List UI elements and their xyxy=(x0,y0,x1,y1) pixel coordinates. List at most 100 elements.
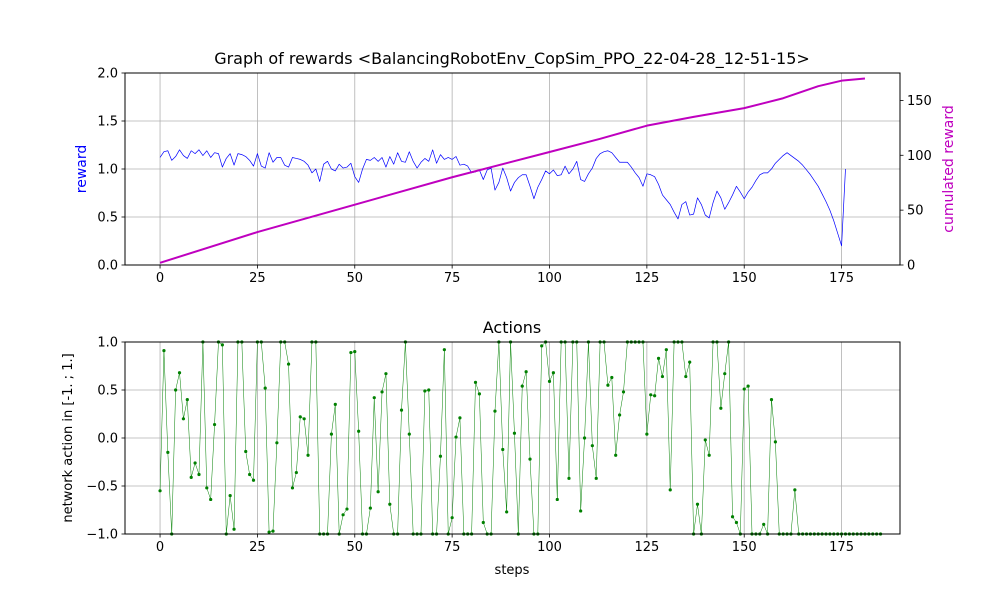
action-point xyxy=(688,360,692,364)
action-point xyxy=(384,372,388,376)
action-point xyxy=(267,530,271,534)
action-point xyxy=(579,509,583,513)
actions-ticks: 0 25 50 75 100 125 150 175 −1.0 −0.5 0.0 0.5 1.0 xyxy=(86,336,854,556)
action-point xyxy=(742,387,746,391)
action-point xyxy=(353,350,357,354)
action-point xyxy=(380,390,384,394)
action-point xyxy=(555,497,559,502)
x-tick-label: 125 xyxy=(634,271,659,286)
action-point xyxy=(251,478,256,482)
actions-panel: Actions 0 25 50 75 100 125 150 175 −1.0 −0.5 0.0 0.… xyxy=(61,318,901,578)
action-point xyxy=(298,415,302,419)
action-point xyxy=(723,372,727,376)
action-point xyxy=(228,494,232,498)
action-point xyxy=(668,488,672,492)
action-point xyxy=(306,453,310,457)
action-point xyxy=(162,349,166,353)
action-point xyxy=(212,422,217,427)
rewards-ticks: 0 25 50 75 100 125 150 175 0.0 0.5 1.0 1.5 2.0 0 50 100… xyxy=(97,67,932,287)
y-tick-label: 2.0 xyxy=(97,67,118,82)
action-point xyxy=(193,461,197,465)
rewards-panel: Graph of rewards <BalancingRobotEnv_CopS… xyxy=(74,49,957,286)
action-point xyxy=(618,413,622,417)
action-point xyxy=(773,440,777,444)
action-point xyxy=(547,379,552,383)
cumulated-reward-axis-label: cumulated reward xyxy=(941,105,957,232)
action-point xyxy=(493,409,497,413)
y-tick-label: 1.0 xyxy=(97,336,118,351)
action-point xyxy=(653,394,657,398)
action-point xyxy=(473,380,478,384)
action-point xyxy=(357,429,361,433)
action-point xyxy=(481,520,485,525)
actions-line xyxy=(159,341,881,535)
action-point xyxy=(177,371,182,375)
reward-line xyxy=(159,149,846,247)
action-point xyxy=(769,398,774,402)
action-point xyxy=(423,389,427,393)
y-tick-label: 0.5 xyxy=(97,211,118,226)
action-point xyxy=(345,507,349,511)
action-point xyxy=(501,447,505,452)
action-point xyxy=(174,388,178,392)
action-point xyxy=(614,453,618,457)
action-point xyxy=(294,470,298,475)
action-point xyxy=(286,362,291,366)
x-tick-label: 175 xyxy=(829,271,854,286)
action-point xyxy=(302,417,306,421)
rewards-chart-title: Graph of rewards <BalancingRobotEnv_CopS… xyxy=(214,49,810,69)
y-tick-label: 0.0 xyxy=(97,259,118,274)
action-point xyxy=(376,490,380,494)
y2-tick-label: 50 xyxy=(907,204,924,219)
action-point xyxy=(438,454,443,458)
action-point xyxy=(762,522,766,527)
action-point xyxy=(399,408,404,412)
x-tick-label: 75 xyxy=(444,271,461,286)
action-point xyxy=(158,489,162,493)
action-point xyxy=(793,488,797,492)
actions-y-axis-label: network action in [-1. ; 1.] xyxy=(61,353,76,522)
action-point xyxy=(656,356,661,360)
y-tick-label: 1.0 xyxy=(97,163,118,178)
action-point xyxy=(528,457,532,461)
action-point xyxy=(594,476,598,480)
y2-tick-label: 0 xyxy=(907,259,915,274)
cumulated-reward-line xyxy=(159,77,866,264)
action-point xyxy=(329,432,334,436)
action-point xyxy=(388,502,392,506)
action-point xyxy=(185,398,189,402)
y-tick-label: −1.0 xyxy=(86,528,118,543)
action-point xyxy=(442,348,446,352)
x-tick-label: 125 xyxy=(634,540,659,555)
action-point xyxy=(248,472,252,477)
reward-axis-label: reward xyxy=(74,145,90,194)
y-tick-label: 0.5 xyxy=(97,384,118,399)
x-tick-label: 150 xyxy=(732,271,757,286)
action-point xyxy=(540,344,544,348)
action-point xyxy=(660,374,665,379)
action-point xyxy=(664,348,668,352)
action-point xyxy=(209,497,213,502)
action-point xyxy=(166,450,170,454)
action-point xyxy=(684,374,688,379)
actions-x-axis-label: steps xyxy=(495,563,530,578)
rewards-series xyxy=(159,77,866,264)
action-point xyxy=(341,513,345,517)
x-tick-label: 150 xyxy=(732,540,757,555)
action-point xyxy=(263,386,267,390)
action-point xyxy=(290,486,295,490)
action-point xyxy=(427,388,431,392)
x-tick-label: 25 xyxy=(249,271,266,286)
action-point xyxy=(271,529,275,533)
action-point xyxy=(368,506,372,510)
action-point xyxy=(590,444,594,448)
action-point xyxy=(707,453,711,457)
action-point xyxy=(734,520,739,525)
action-point xyxy=(450,516,454,520)
action-point xyxy=(719,406,723,410)
action-point xyxy=(372,396,376,400)
action-point xyxy=(520,384,524,388)
action-point xyxy=(477,392,481,396)
